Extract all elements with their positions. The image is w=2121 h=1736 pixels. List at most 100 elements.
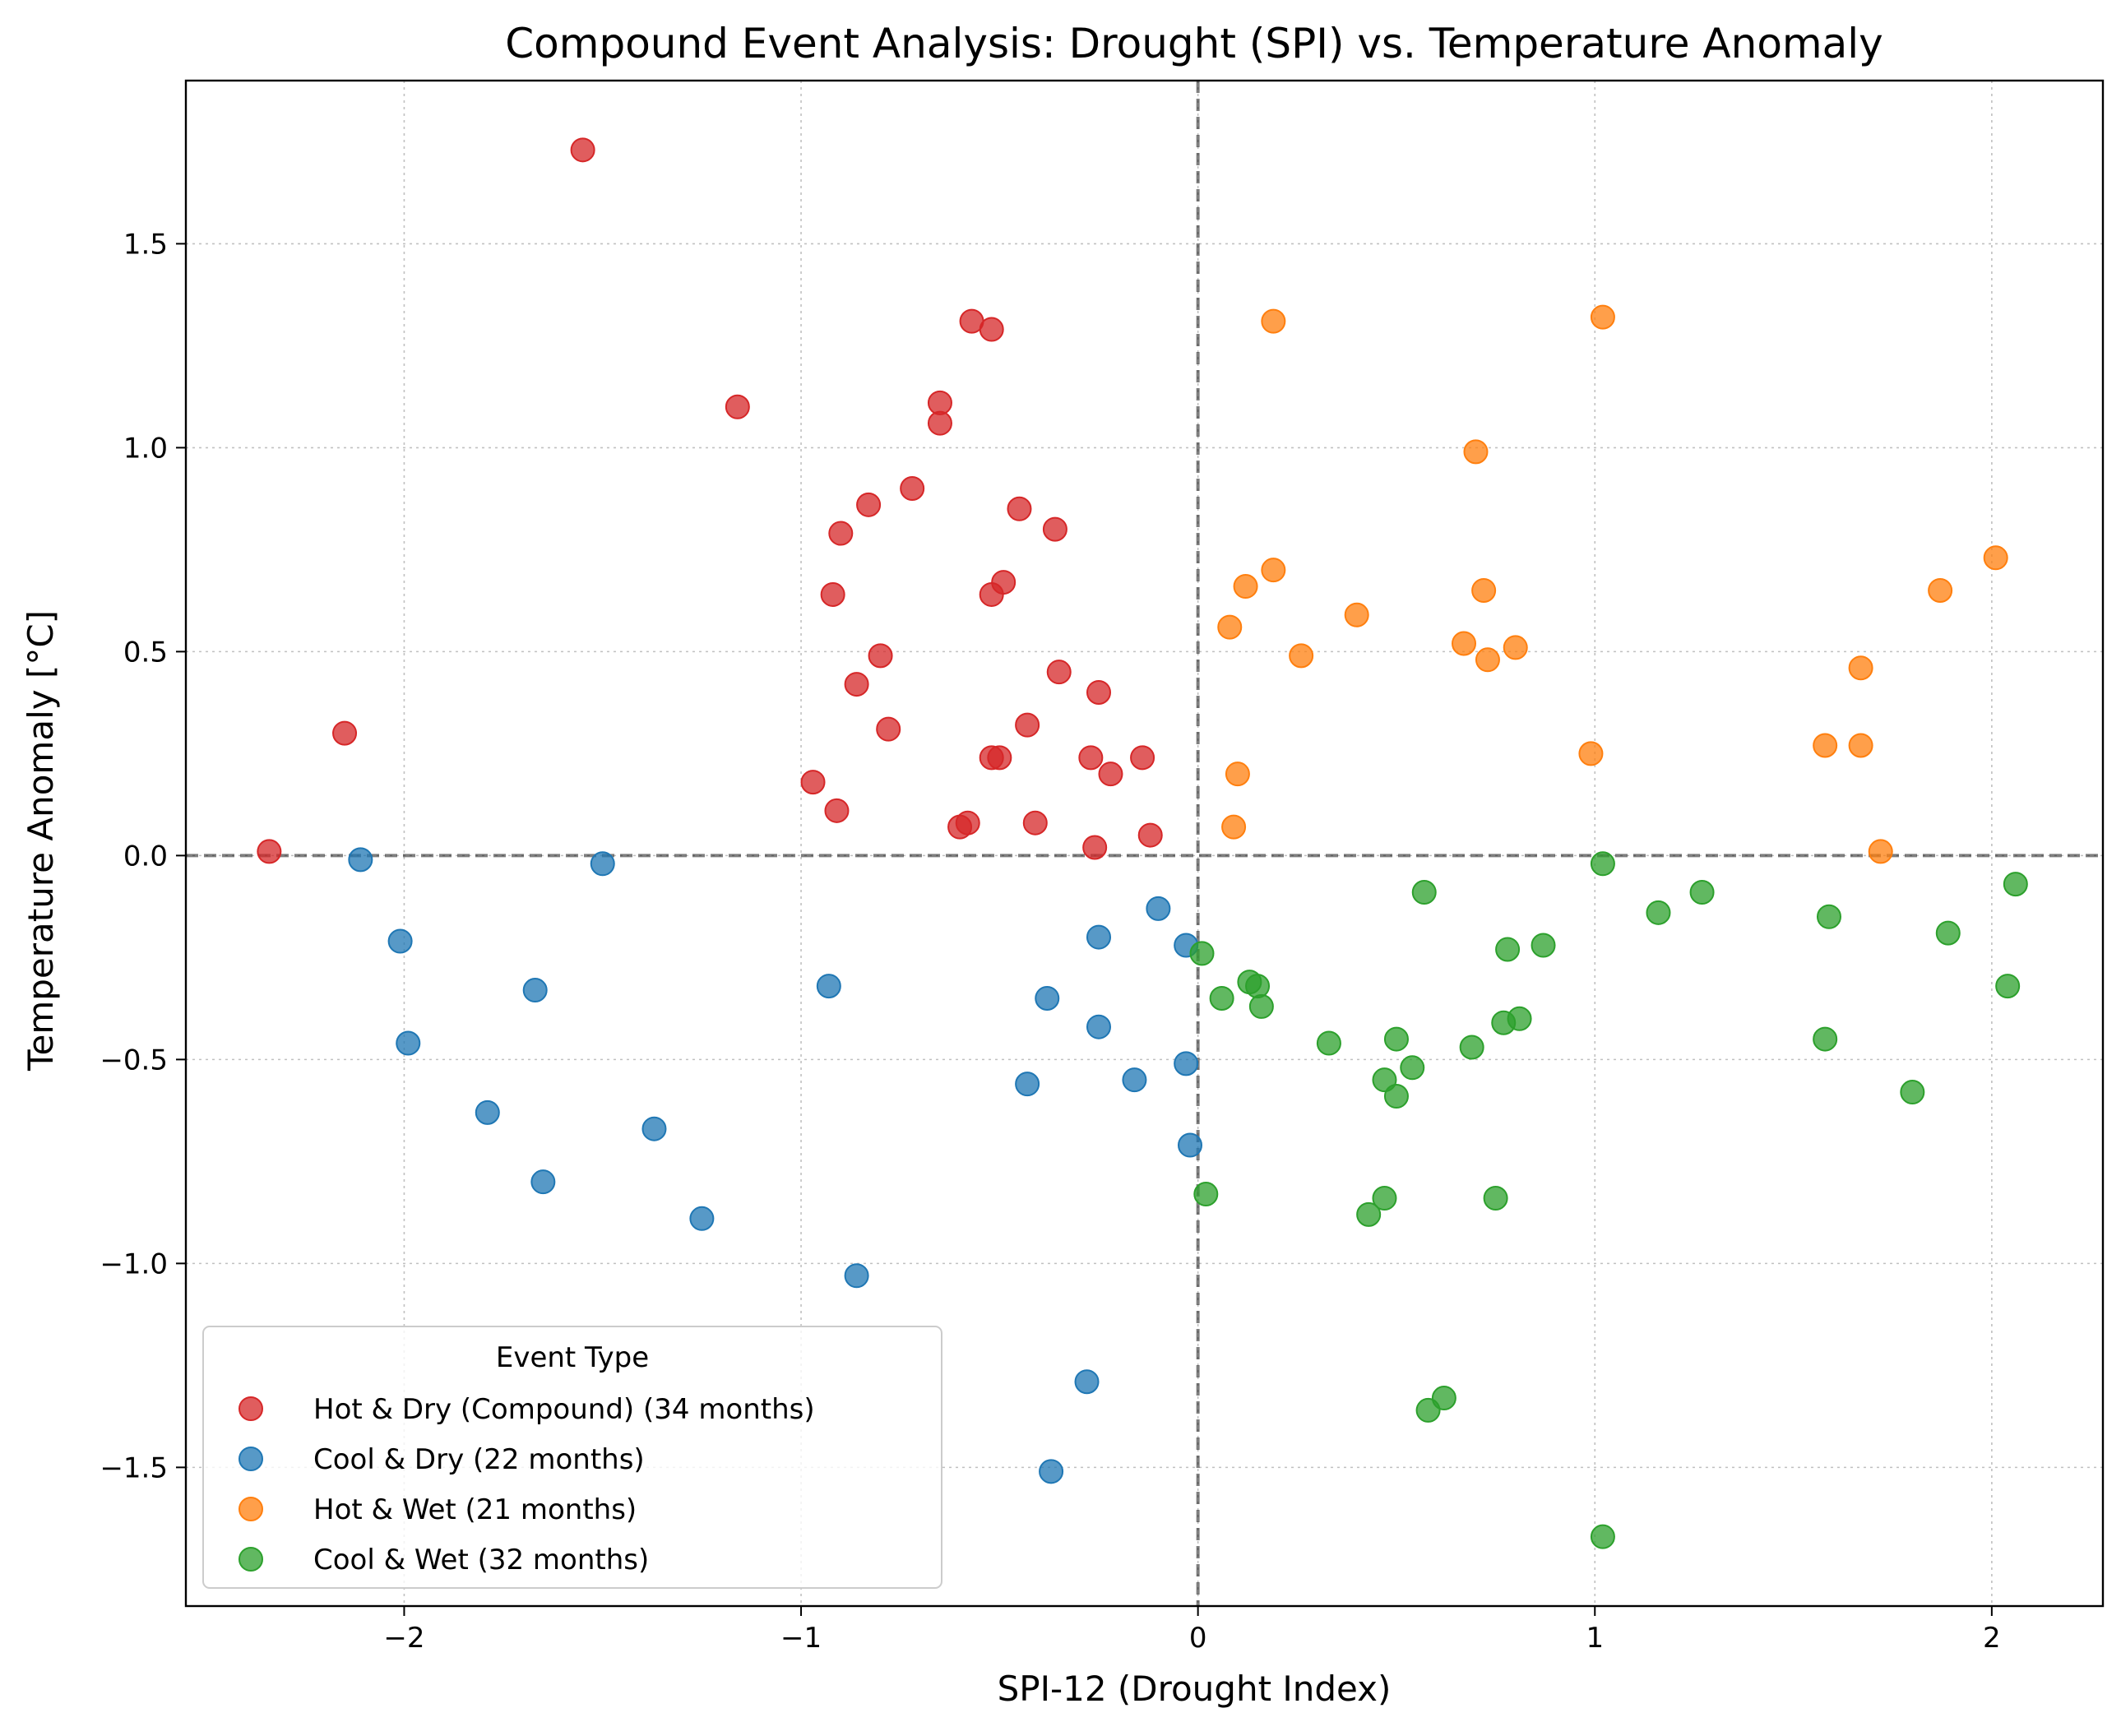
x-tick-label: 1: [1586, 1622, 1604, 1655]
legend-box: [202, 1326, 942, 1589]
data-point: [2003, 872, 2028, 897]
data-point: [816, 974, 841, 999]
data-point: [641, 1116, 667, 1141]
data-point: [1471, 577, 1497, 603]
data-point: [1035, 985, 1060, 1011]
y-tick-label: −1.0: [100, 1248, 168, 1280]
data-point: [257, 839, 282, 864]
data-point: [570, 137, 595, 163]
data-point: [1074, 1369, 1100, 1395]
data-point: [725, 394, 750, 419]
data-point: [689, 1206, 715, 1231]
data-point: [1086, 924, 1111, 950]
data-point: [1475, 647, 1500, 673]
data-point: [856, 492, 882, 517]
legend-label: Hot & Dry (Compound) (34 months): [313, 1393, 815, 1426]
data-point: [590, 851, 615, 877]
data-point: [1431, 1386, 1456, 1411]
x-tick-label: −1: [780, 1622, 822, 1655]
data-point: [1174, 1051, 1199, 1076]
series-group: [257, 137, 1163, 864]
series-group: [348, 847, 1202, 1484]
data-point: [1289, 643, 1314, 669]
data-point: [1078, 745, 1104, 771]
y-tick-label: 0.0: [123, 840, 168, 873]
y-axis-ticks: −1.5 −1.0 −0.5 0.0 0.5 1.0 1.5: [100, 228, 186, 1484]
data-point: [1042, 516, 1067, 542]
data-point: [844, 672, 869, 697]
data-point: [1039, 1459, 1064, 1484]
data-point: [1383, 1026, 1409, 1052]
legend-label: Hot & Wet (21 months): [313, 1493, 637, 1526]
data-point: [1995, 974, 2021, 999]
data-point: [955, 810, 980, 836]
data-point: [876, 716, 901, 742]
data-point: [530, 1169, 556, 1195]
data-point: [1463, 439, 1489, 465]
data-point: [1261, 558, 1286, 583]
data-point: [1578, 741, 1604, 766]
legend-marker: [238, 1447, 263, 1471]
data-point: [1411, 880, 1437, 905]
legend-label: Cool & Dry (22 months): [313, 1443, 645, 1476]
x-axis-ticks: −2 −1 0 1 2: [383, 1606, 2001, 1655]
data-point: [1086, 1014, 1111, 1039]
data-point: [1400, 1055, 1425, 1081]
data-point: [979, 317, 1004, 342]
data-point: [332, 720, 358, 746]
data-point: [1356, 1201, 1382, 1227]
data-point: [820, 581, 845, 607]
data-point: [1459, 1035, 1484, 1060]
legend: Event Type Hot & Dry (Compound) (34 mont…: [202, 1326, 942, 1589]
data-point: [1261, 308, 1286, 334]
data-points: [257, 137, 2028, 1549]
data-point: [1225, 762, 1250, 787]
data-point: [1590, 304, 1615, 330]
data-point: [987, 745, 1012, 771]
data-point: [1372, 1186, 1397, 1211]
data-point: [396, 1030, 421, 1056]
data-point: [1868, 839, 1893, 864]
data-point: [1813, 733, 1838, 758]
data-point: [1848, 733, 1873, 758]
data-point: [348, 847, 373, 873]
x-tick-label: −2: [383, 1622, 424, 1655]
data-point: [900, 475, 925, 501]
data-point: [1689, 880, 1715, 905]
data-point: [1022, 810, 1048, 836]
legend-items: Hot & Dry (Compound) (34 months) Cool & D…: [238, 1393, 815, 1576]
data-point: [868, 643, 893, 669]
data-point: [1900, 1080, 1925, 1105]
data-point: [1590, 1524, 1615, 1549]
data-point: [1483, 1186, 1508, 1211]
data-point: [1130, 745, 1155, 771]
data-point: [1015, 1072, 1040, 1097]
data-point: [1531, 933, 1556, 958]
data-point: [824, 798, 850, 823]
data-point: [1452, 631, 1476, 656]
data-point: [1209, 985, 1234, 1011]
data-point: [991, 570, 1017, 595]
data-point: [1082, 835, 1108, 860]
data-point: [1495, 937, 1521, 962]
data-point: [1248, 993, 1274, 1019]
data-point: [1507, 1006, 1532, 1031]
data-point: [1146, 896, 1171, 921]
x-tick-label: 2: [1983, 1622, 2001, 1655]
plot-frame: [184, 79, 2105, 1608]
legend-marker: [238, 1396, 263, 1421]
legend-label: Cool & Wet (32 months): [313, 1544, 649, 1576]
data-point: [1935, 920, 1961, 946]
data-point: [1344, 602, 1369, 627]
data-point: [1245, 974, 1271, 999]
y-tick-label: 0.5: [123, 636, 168, 669]
data-point: [1086, 679, 1111, 705]
y-tick-label: 1.5: [123, 228, 168, 261]
data-point: [844, 1263, 869, 1289]
data-point: [1193, 1182, 1219, 1207]
data-point: [1137, 822, 1163, 848]
data-point: [1646, 900, 1671, 925]
series-group: [1217, 304, 2008, 864]
y-axis-title: Temperature Anomaly [°C]: [21, 610, 61, 1072]
data-point: [1848, 655, 1873, 681]
